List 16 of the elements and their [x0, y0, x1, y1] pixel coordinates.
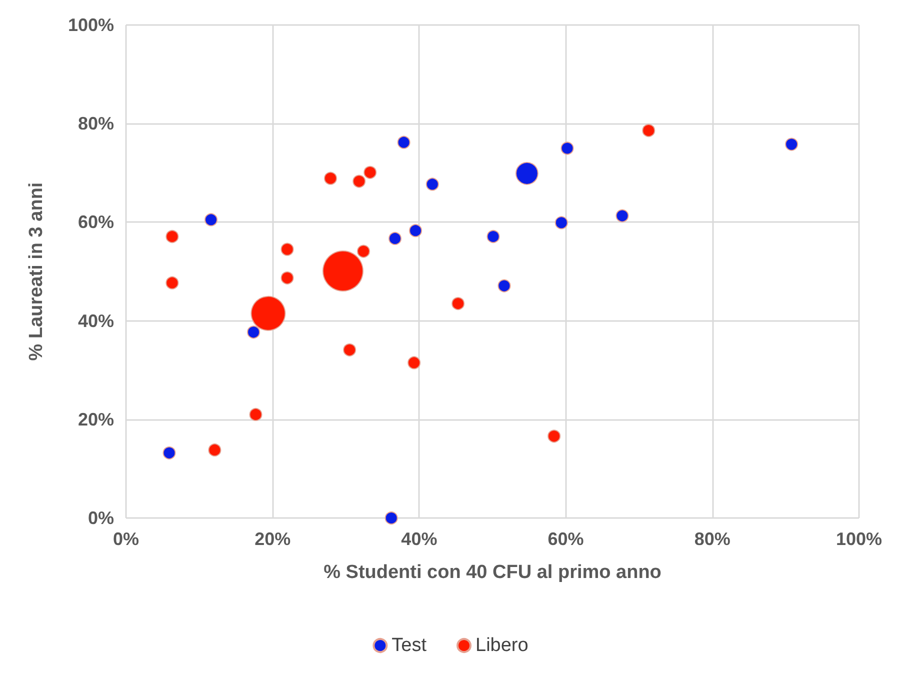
y-axis-title: % Laureati in 3 anni	[26, 182, 47, 361]
x-tick-label: 80%	[694, 529, 730, 549]
y-tick-label: 60%	[78, 212, 114, 232]
x-tick-label: 0%	[112, 529, 140, 549]
legend-label: Test	[392, 635, 428, 656]
x-tick-label: 40%	[401, 529, 438, 549]
x-tick-label: 20%	[254, 529, 291, 549]
y-tick-label: 20%	[78, 409, 114, 430]
y-tick-label: 80%	[78, 114, 114, 134]
x-tick-label: 100%	[836, 529, 882, 549]
x-axis-title: % Studenti con 40 CFU al primo anno	[324, 562, 662, 583]
legend-label: Libero	[476, 635, 528, 656]
y-tick-label: 100%	[68, 15, 114, 35]
x-tick-label: 60%	[548, 529, 584, 549]
y-tick-label: 40%	[78, 310, 114, 331]
y-tick-label: 0%	[88, 508, 114, 528]
